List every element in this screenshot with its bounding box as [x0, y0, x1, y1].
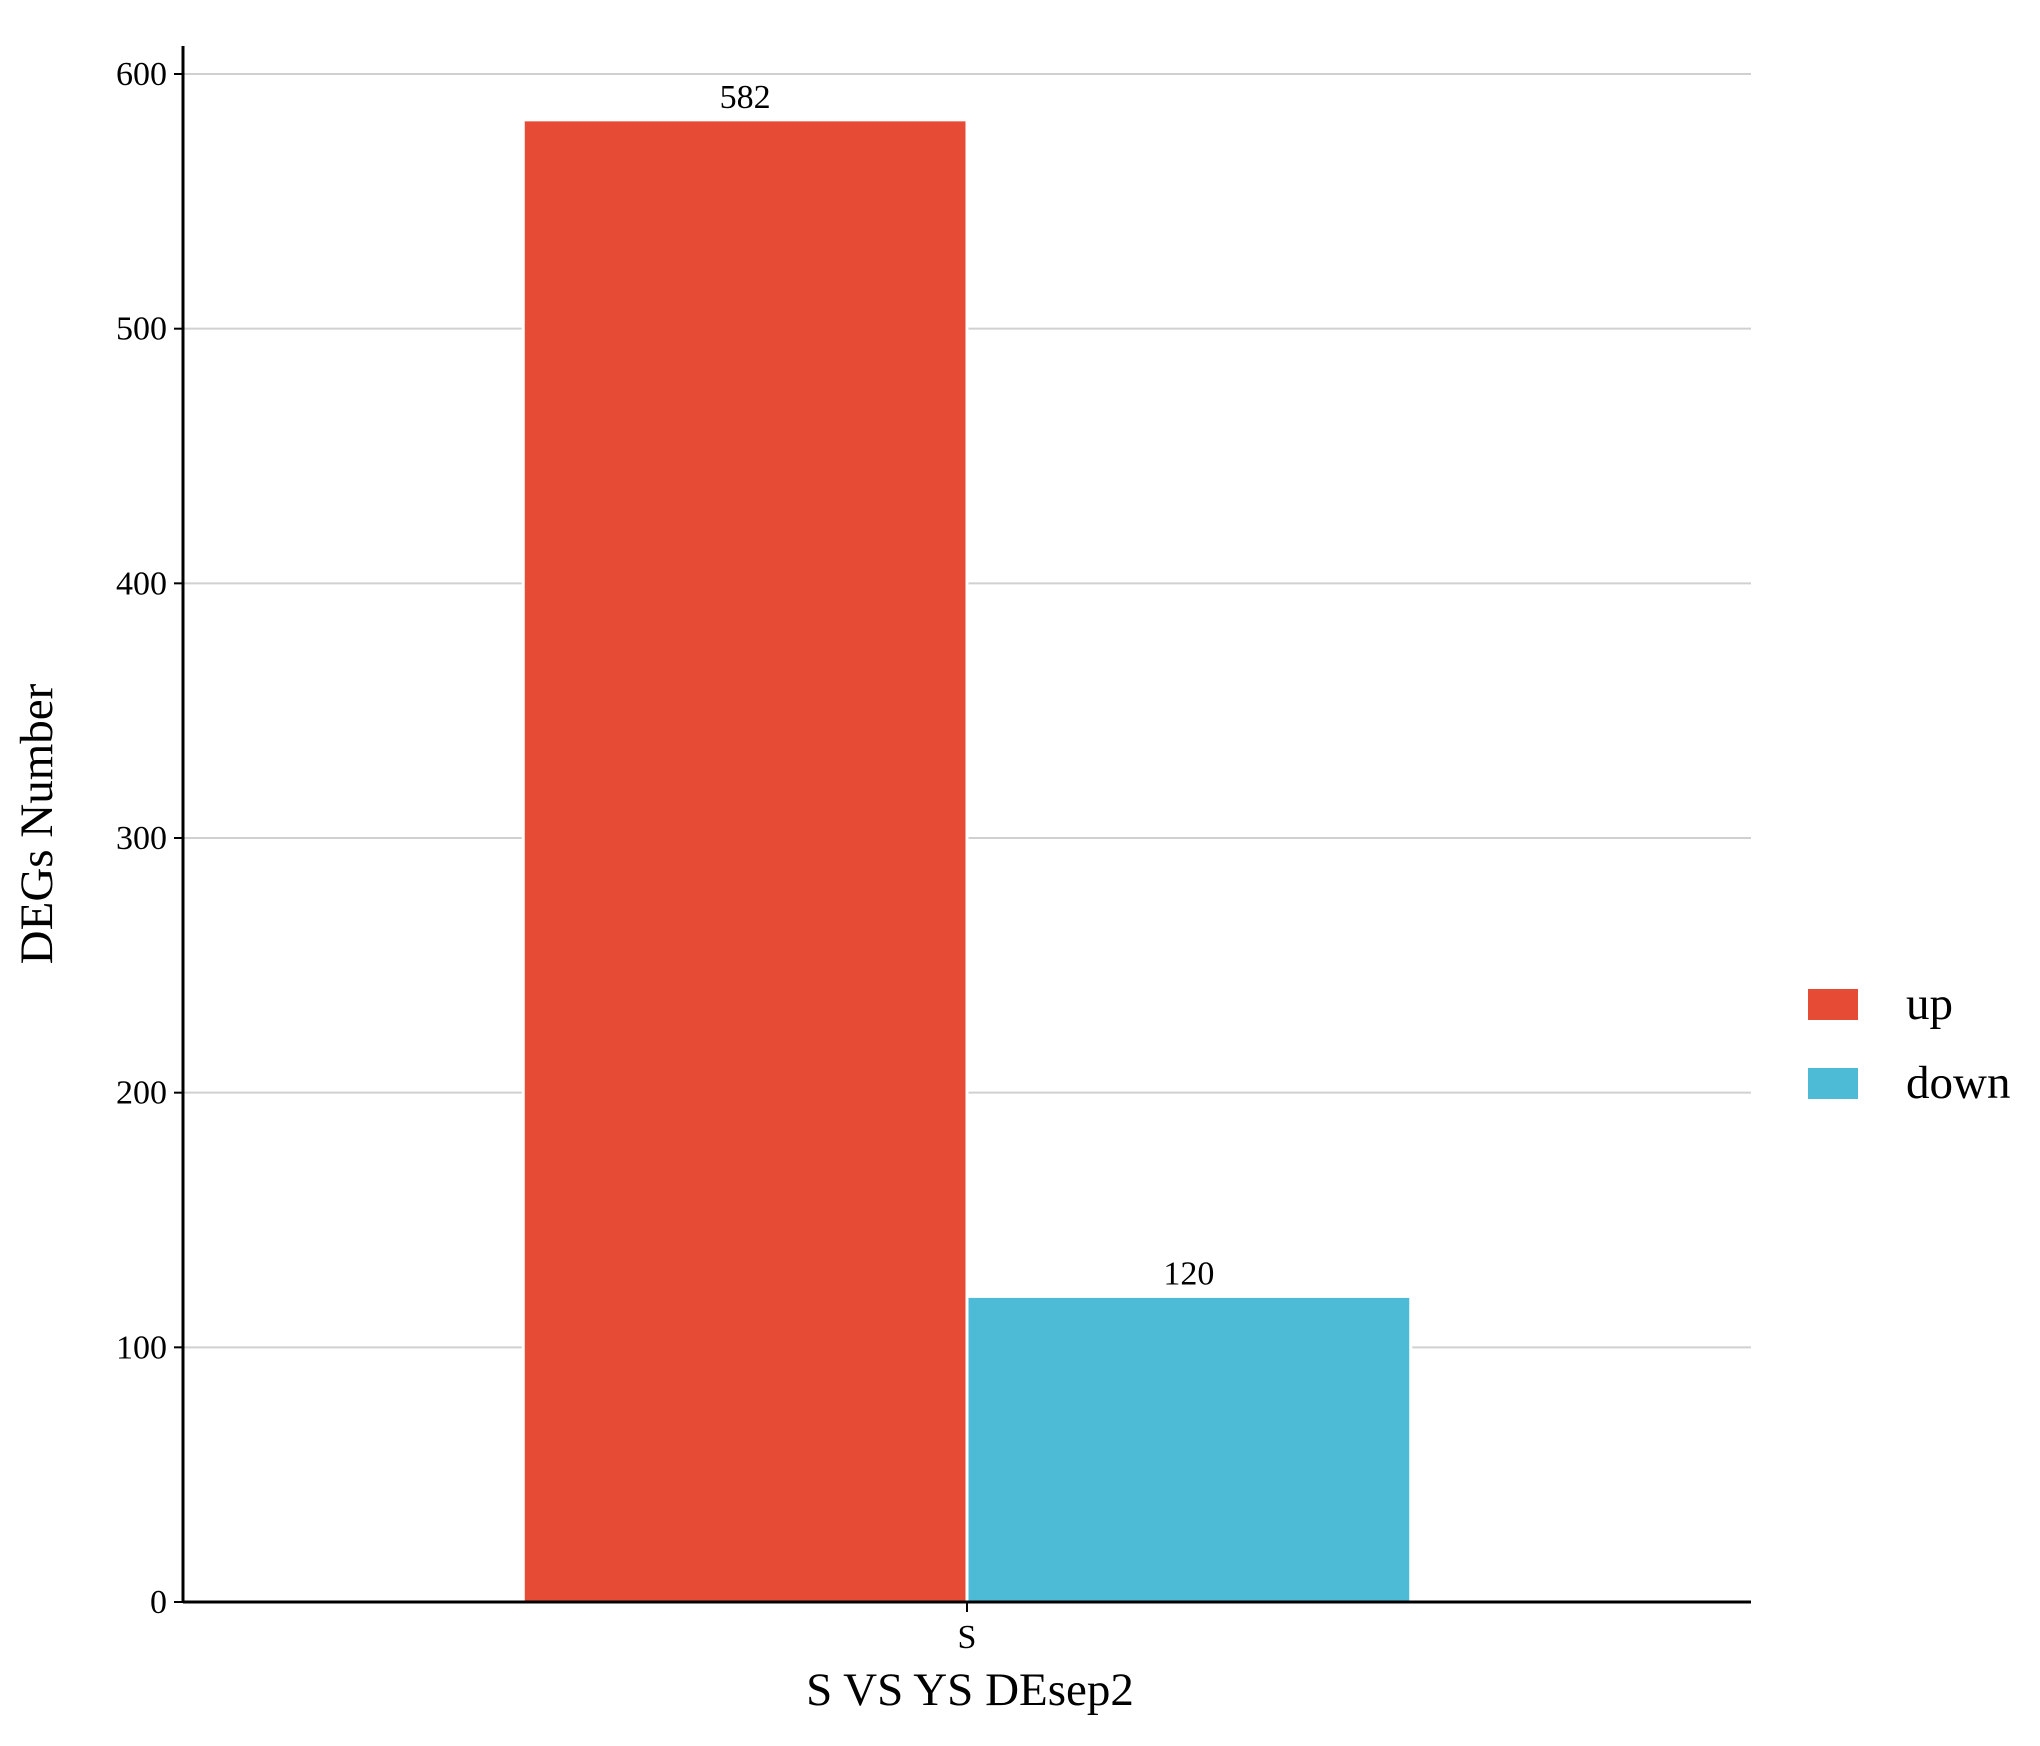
y-tick-label: 100: [116, 1329, 167, 1366]
legend-label: down: [1906, 1057, 2010, 1109]
x-axis-title: S VS YS DEsep2: [806, 1664, 1134, 1716]
data-label: 582: [720, 79, 771, 116]
bar: [521, 118, 969, 1604]
y-tick-label: 0: [150, 1584, 167, 1621]
legend-key: [1808, 989, 1858, 1020]
y-tick-label: 300: [116, 820, 167, 857]
data-label: 120: [1163, 1255, 1214, 1292]
y-tick-label: 600: [116, 56, 167, 93]
y-axis-title: DEGs Number: [11, 683, 63, 964]
y-tick-label: 200: [116, 1075, 167, 1112]
legend-key: [1808, 1068, 1858, 1099]
y-tick-label: 400: [116, 565, 167, 602]
y-tick-label: 500: [116, 311, 167, 348]
bar: [965, 1294, 1413, 1604]
legend-label: up: [1906, 978, 1953, 1030]
x-tick-label: S: [958, 1619, 977, 1656]
